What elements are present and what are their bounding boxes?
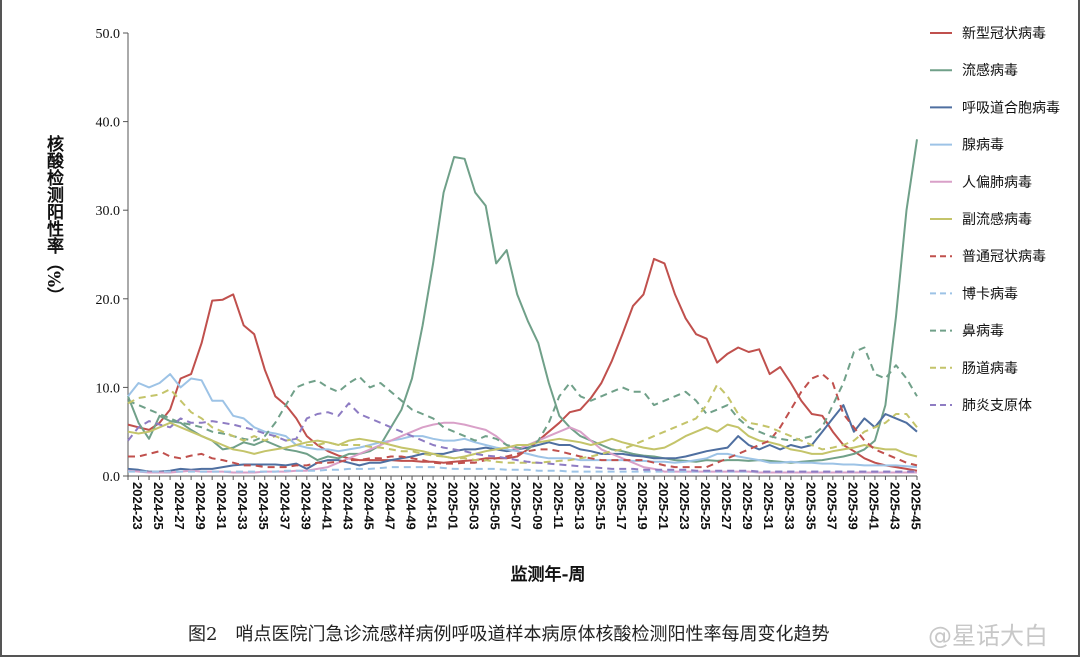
x-tick-label: 2024-45 xyxy=(361,482,376,530)
x-tick-label: 2025-33 xyxy=(782,482,797,530)
x-tick-label: 2025-21 xyxy=(656,482,671,530)
x-tick-label: 2025-01 xyxy=(446,482,461,530)
x-tick-label: 2025-07 xyxy=(509,482,524,530)
x-tick-label: 2025-39 xyxy=(845,482,860,530)
x-axis-label: 监测年-周 xyxy=(510,564,585,585)
x-tick-label: 2024-37 xyxy=(277,482,292,530)
x-tick-label: 2025-37 xyxy=(824,482,839,530)
x-tick-label: 2025-35 xyxy=(803,482,818,530)
series-line-11 xyxy=(127,402,917,473)
x-tick-label: 2025-45 xyxy=(908,482,923,530)
legend-label: 副流感病毒 xyxy=(962,211,1032,228)
x-tick-label: 2025-29 xyxy=(740,482,755,530)
x-tick-label: 2024-41 xyxy=(319,482,334,530)
series-line-5 xyxy=(127,421,917,474)
x-tick-label: 2025-11 xyxy=(551,482,566,529)
series-line-6 xyxy=(127,421,918,460)
chart-series-lines xyxy=(127,139,918,474)
legend-label: 肺炎支原体 xyxy=(962,398,1032,414)
x-tick-label: 2025-09 xyxy=(530,482,545,530)
series-line-2 xyxy=(127,139,918,464)
chart-legend: 新型冠状病毒流感病毒呼吸道合胞病毒腺病毒人偏肺病毒副流感病毒普通冠状病毒博卡病毒… xyxy=(930,26,1060,414)
legend-label: 人偏肺病毒 xyxy=(962,175,1032,191)
x-tick-label: 2025-41 xyxy=(866,482,881,530)
legend-label: 流感病毒 xyxy=(962,62,1018,79)
series-line-8 xyxy=(128,466,917,473)
x-tick-label: 2024-23 xyxy=(130,482,145,530)
x-tick-label: 2024-51 xyxy=(425,482,440,530)
legend-label: 呼吸道合胞病毒 xyxy=(962,100,1060,116)
x-tick-label: 2025-27 xyxy=(719,482,734,530)
series-line-10 xyxy=(127,383,918,464)
y-tick-label: 50.0 xyxy=(96,27,121,42)
series-line-9 xyxy=(127,346,918,451)
x-tick-label: 2024-29 xyxy=(193,482,208,530)
y-tick-label: 10.0 xyxy=(96,381,121,396)
x-tick-label: 2025-19 xyxy=(635,482,650,530)
y-tick-label: 40.0 xyxy=(96,116,121,131)
x-tick-label: 2025-05 xyxy=(488,482,503,530)
legend-label: 腺病毒 xyxy=(962,138,1004,154)
x-tick-label: 2025-13 xyxy=(572,482,587,530)
x-tick-label: 2024-33 xyxy=(235,482,250,530)
x-tick-label: 2025-15 xyxy=(593,482,608,530)
chart-axes: 0.0 10.0 20.0 30.0 40.0 50.0 2024-23 2024-25 202… xyxy=(96,27,924,530)
x-tick-label: 2025-31 xyxy=(761,482,776,530)
legend-label: 博卡病毒 xyxy=(962,285,1018,302)
x-tick-label: 2024-47 xyxy=(382,482,397,530)
y-axis-label: 核酸检测阳性率（%） xyxy=(43,135,63,305)
x-tick-label: 2025-03 xyxy=(467,482,482,530)
x-tick-label: 2025-23 xyxy=(677,482,692,530)
legend-label: 肠道病毒 xyxy=(962,361,1018,377)
watermark: @星话大白 xyxy=(928,622,1048,650)
y-tick-label: 0.0 xyxy=(103,470,121,485)
y-tick-label: 20.0 xyxy=(96,293,121,308)
figure-number: 图2 xyxy=(188,624,218,645)
x-tick-label: 2025-17 xyxy=(614,482,629,530)
y-tick-label: 30.0 xyxy=(96,204,121,219)
x-tick-label: 2024-43 xyxy=(340,482,355,530)
x-tick-label: 2024-31 xyxy=(214,482,229,530)
x-tick-label: 2025-25 xyxy=(698,482,713,530)
x-tick-label: 2024-49 xyxy=(404,482,419,530)
series-line-7 xyxy=(128,373,918,469)
legend-label: 新型冠状病毒 xyxy=(962,26,1046,42)
x-tick-label: 2024-39 xyxy=(298,482,313,530)
figure-caption-text: 哨点医院门急诊流感样病例呼吸道样本病原体核酸检测阳性率每周变化趋势 xyxy=(235,624,830,645)
x-tick-label: 2024-25 xyxy=(151,482,166,530)
x-tick-label: 2024-35 xyxy=(256,482,271,530)
figure-caption: 图2 哨点医院门急诊流感样病例呼吸道样本病原体核酸检测阳性率每周变化趋势 xyxy=(188,620,829,646)
x-tick-label: 2025-43 xyxy=(887,482,902,530)
x-tick-label: 2024-27 xyxy=(172,482,187,530)
legend-label: 普通冠状病毒 xyxy=(962,249,1046,265)
legend-label: 鼻病毒 xyxy=(962,323,1004,340)
